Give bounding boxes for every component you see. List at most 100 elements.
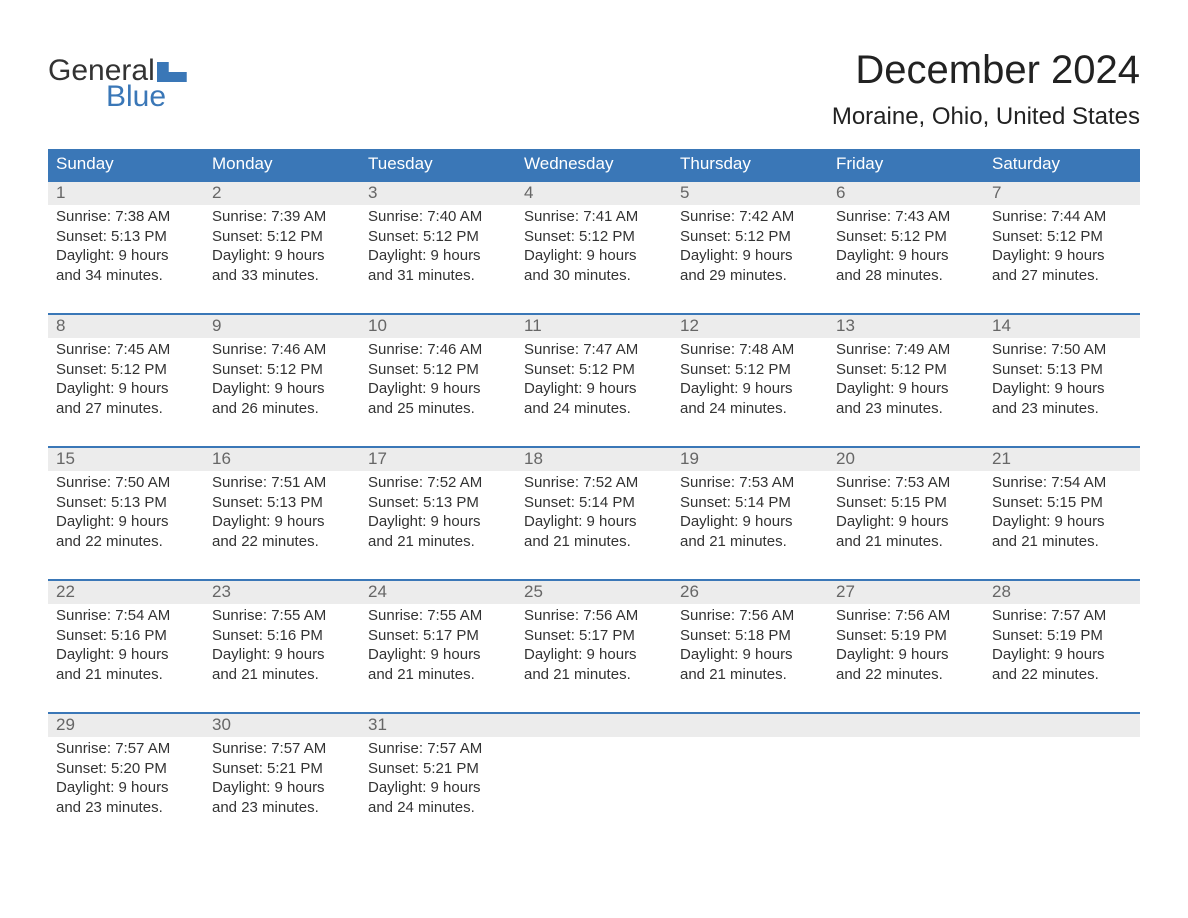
sunset-text: Sunset: 5:13 PM — [56, 493, 196, 513]
daylight-text: Daylight: 9 hours and 22 minutes. — [836, 645, 976, 684]
day-number: 18 — [516, 448, 672, 471]
week: 22232425262728Sunrise: 7:54 AMSunset: 5:… — [48, 579, 1140, 712]
sunset-text: Sunset: 5:12 PM — [836, 360, 976, 380]
daynum-row: 293031 — [48, 714, 1140, 737]
title-block: December 2024 Moraine, Ohio, United Stat… — [832, 48, 1140, 131]
day-number: 28 — [984, 581, 1140, 604]
sunrise-text: Sunrise: 7:42 AM — [680, 207, 820, 227]
content-row: Sunrise: 7:50 AMSunset: 5:13 PMDaylight:… — [48, 471, 1140, 579]
daylight-text: Daylight: 9 hours and 23 minutes. — [992, 379, 1132, 418]
sunrise-text: Sunrise: 7:48 AM — [680, 340, 820, 360]
day-cell: Sunrise: 7:53 AMSunset: 5:15 PMDaylight:… — [828, 471, 984, 579]
daylight-text: Daylight: 9 hours and 30 minutes. — [524, 246, 664, 285]
daylight-text: Daylight: 9 hours and 31 minutes. — [368, 246, 508, 285]
day-number: 25 — [516, 581, 672, 604]
sunset-text: Sunset: 5:17 PM — [368, 626, 508, 646]
sunset-text: Sunset: 5:15 PM — [992, 493, 1132, 513]
daylight-text: Daylight: 9 hours and 21 minutes. — [524, 645, 664, 684]
day-header-row: SundayMondayTuesdayWednesdayThursdayFrid… — [48, 149, 1140, 180]
sunset-text: Sunset: 5:18 PM — [680, 626, 820, 646]
content-row: Sunrise: 7:54 AM Sunset: 5:16 PM Daylight:… — [48, 604, 1140, 712]
day-cell: Sunrise: 7:46 AMSunset: 5:12 PMDaylight:… — [360, 338, 516, 446]
day-number: 9 — [204, 315, 360, 338]
daylight-text: Daylight: 9 hours and 28 minutes. — [836, 246, 976, 285]
daylight-text: Daylight: 9 hours and 22 minutes. — [56, 512, 196, 551]
daylight-text: Daylight: 9 hours and 23 minutes. — [836, 379, 976, 418]
sunrise-text: Sunrise: 7:52 AM — [368, 473, 508, 493]
sunset-text: Sunset: 5:12 PM — [368, 360, 508, 380]
sunset-text: Sunset: 5:12 PM — [836, 227, 976, 247]
sunset-text: Sunset: 5:14 PM — [680, 493, 820, 513]
content-row: Sunrise: 7:57 AMSunset: 5:20 PMDaylight:… — [48, 737, 1140, 845]
sunrise-text: Sunrise: 7:49 AM — [836, 340, 976, 360]
day-cell: Sunrise: 7:57 AMSunset: 5:21 PMDaylight:… — [204, 737, 360, 845]
day-number: 31 — [360, 714, 516, 737]
sunrise-text: Sunrise: 7:45 AM — [56, 340, 196, 360]
day-number: 27 — [828, 581, 984, 604]
day-number: 19 — [672, 448, 828, 471]
header: General Blue December 2024 Moraine, Ohio… — [48, 48, 1140, 131]
day-number: 10 — [360, 315, 516, 338]
content-row: Sunrise: 7:38 AMSunset: 5:13 PM Daylight:… — [48, 205, 1140, 313]
weeks-container: 1234567Sunrise: 7:38 AMSunset: 5:13 PMDa… — [48, 180, 1140, 845]
day-cell — [828, 737, 984, 845]
day-cell: Sunrise: 7:50 AMSunset: 5:13 PMDaylight:… — [984, 338, 1140, 446]
sunrise-text: Sunrise: 7:50 AM — [992, 340, 1132, 360]
day-cell: Sunrise: 7:54 AMSunset: 5:15 PMDaylight:… — [984, 471, 1140, 579]
sunrise-text: Sunrise: 7:43 AM — [836, 207, 976, 227]
daylight-text: Daylight: 9 hours and 21 minutes. — [680, 512, 820, 551]
day-cell: Sunrise: 7:56 AMSunset: 5:19 PMDaylight:… — [828, 604, 984, 712]
daylight-text: Daylight: 9 hours and 27 minutes. — [992, 246, 1132, 285]
day-number: 16 — [204, 448, 360, 471]
day-cell: Sunrise: 7:44 AMSunset: 5:12 PMDaylight:… — [984, 205, 1140, 313]
sunrise-text: Sunrise: 7:57 AM — [56, 739, 196, 759]
daylight-text: Daylight: 9 hours and 21 minutes. — [56, 645, 196, 684]
day-cell: Sunrise: 7:39 AMSunset: 5:12 PMDaylight:… — [204, 205, 360, 313]
daylight-text: Daylight: 9 hours and 23 minutes. — [56, 778, 196, 817]
day-cell: Sunrise: 7:48 AMSunset: 5:12 PMDaylight:… — [672, 338, 828, 446]
day-number: 2 — [204, 182, 360, 205]
day-number: 8 — [48, 315, 204, 338]
daylight-text: Daylight: 9 hours and 24 minutes. — [680, 379, 820, 418]
day-cell: Sunrise: 7:50 AMSunset: 5:13 PMDaylight:… — [48, 471, 204, 579]
sunrise-text: Sunrise: 7:39 AM — [212, 207, 352, 227]
flag-icon — [157, 62, 187, 82]
sunrise-text: Sunrise: 7:46 AM — [368, 340, 508, 360]
day-number: 23 — [204, 581, 360, 604]
day-number: 24 — [360, 581, 516, 604]
calendar: SundayMondayTuesdayWednesdayThursdayFrid… — [48, 149, 1140, 845]
day-header: Friday — [828, 149, 984, 180]
daynum-row: 891011121314 — [48, 315, 1140, 338]
day-cell: Sunrise: 7:43 AMSunset: 5:12 PMDaylight:… — [828, 205, 984, 313]
day-number: 29 — [48, 714, 204, 737]
day-number: 14 — [984, 315, 1140, 338]
sunrise-text: Sunrise: 7:53 AM — [680, 473, 820, 493]
day-cell: Sunrise: 7:42 AMSunset: 5:12 PMDaylight:… — [672, 205, 828, 313]
sunset-text: Sunset: 5:16 PM — [212, 626, 352, 646]
day-number: 1 — [48, 182, 204, 205]
day-cell: Sunrise: 7:49 AMSunset: 5:12 PMDaylight:… — [828, 338, 984, 446]
day-cell — [516, 737, 672, 845]
day-cell: Sunrise: 7:56 AMSunset: 5:17 PMDaylight:… — [516, 604, 672, 712]
daylight-text: Daylight: 9 hours and 21 minutes. — [368, 645, 508, 684]
day-number: 22 — [48, 581, 204, 604]
sunset-text: Sunset: 5:20 PM — [56, 759, 196, 779]
day-number: 21 — [984, 448, 1140, 471]
week: 1234567Sunrise: 7:38 AMSunset: 5:13 PMDa… — [48, 180, 1140, 313]
sunrise-text: Sunrise: 7:54 AM — [56, 606, 196, 626]
sunset-text: Sunset: 5:13 PM — [56, 227, 196, 247]
sunset-text: Sunset: 5:12 PM — [680, 227, 820, 247]
sunrise-text: Sunrise: 7:47 AM — [524, 340, 664, 360]
day-number: 30 — [204, 714, 360, 737]
day-cell: Sunrise: 7:54 AMSunset: 5:16 PMDaylight:… — [48, 604, 204, 712]
sunset-text: Sunset: 5:12 PM — [992, 227, 1132, 247]
daylight-text: Daylight: 9 hours and 22 minutes. — [212, 512, 352, 551]
sunset-text: Sunset: 5:21 PM — [212, 759, 352, 779]
sunrise-text: Sunrise: 7:38 AM — [56, 207, 196, 227]
sunrise-text: Sunrise: 7:56 AM — [836, 606, 976, 626]
day-header: Saturday — [984, 149, 1140, 180]
daylight-text: Daylight: 9 hours and 21 minutes. — [368, 512, 508, 551]
day-cell: Sunrise: 7:46 AMSunset: 5:12 PMDaylight:… — [204, 338, 360, 446]
sunrise-text: Sunrise: 7:54 AM — [992, 473, 1132, 493]
day-cell: Sunrise: 7:51 AMSunset: 5:13 PMDaylight:… — [204, 471, 360, 579]
